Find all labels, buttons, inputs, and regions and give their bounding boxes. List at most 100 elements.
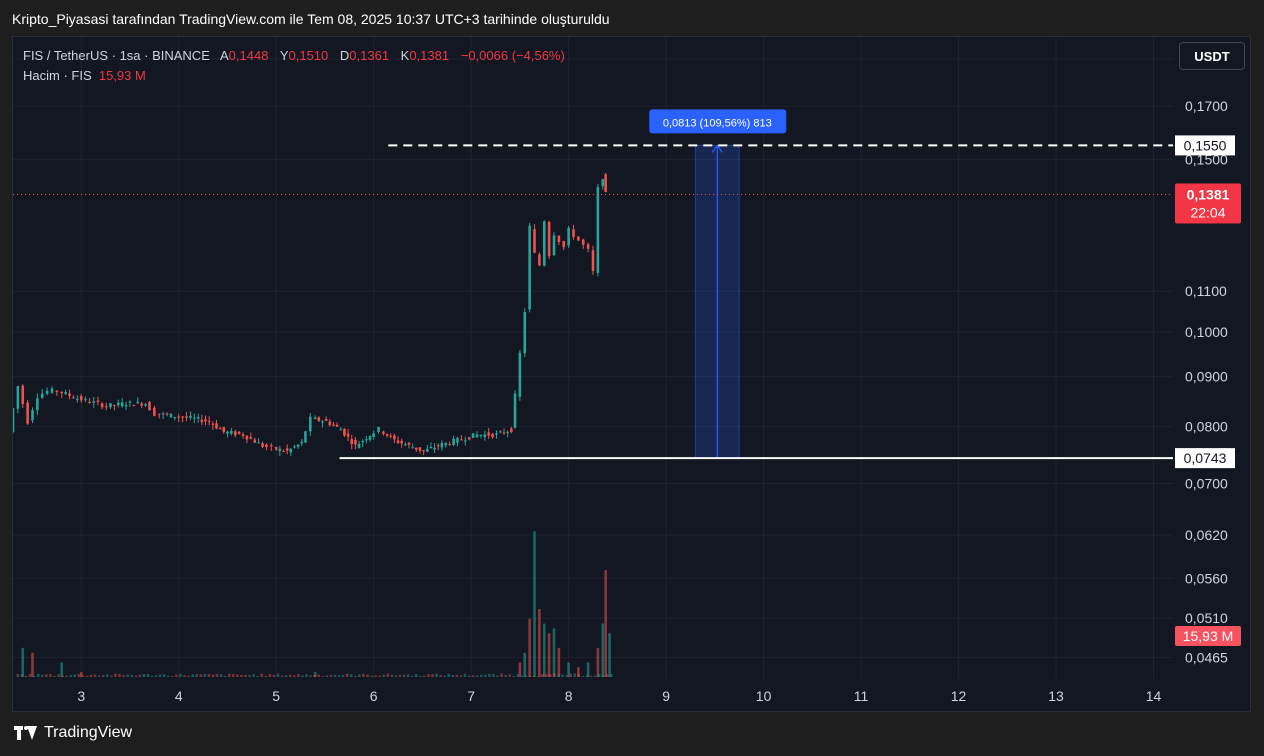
volume-bar — [601, 623, 605, 677]
volume-bar — [398, 674, 402, 677]
last-price-badge — [1175, 183, 1241, 224]
volume-bar — [520, 675, 524, 677]
volume-bar — [504, 674, 507, 677]
volume-bar — [93, 674, 97, 677]
volume-bar — [313, 675, 316, 677]
volume-bar — [528, 675, 532, 677]
legend-volume-value: 15,93 M — [98, 68, 146, 83]
candle-body — [385, 434, 389, 436]
volume-bar — [605, 674, 609, 677]
candle-body — [422, 450, 425, 452]
candle-body — [604, 174, 607, 192]
volume-bar — [309, 675, 312, 677]
candle-body — [274, 446, 278, 450]
candle-body — [335, 424, 339, 427]
candle-body — [372, 433, 375, 437]
candle-body — [16, 386, 20, 409]
candle-body — [185, 416, 188, 418]
time-tick-label: 3 — [77, 688, 85, 704]
candle-body — [245, 435, 249, 440]
currency-button[interactable]: USDT — [1179, 42, 1245, 70]
volume-bar — [561, 674, 564, 677]
chart-frame[interactable]: 0,0813 (109,56%) 8130,19000,17000,15000,… — [12, 36, 1251, 712]
candle-body — [460, 439, 463, 441]
volume-bar — [608, 633, 611, 677]
volume-bar — [203, 673, 207, 677]
candle-body — [567, 227, 570, 246]
volume-bar — [134, 675, 138, 677]
time-tick-label: 6 — [370, 688, 378, 704]
volume-bar — [414, 673, 418, 677]
candle-body — [249, 437, 253, 439]
volume-bar — [542, 623, 546, 677]
volume-bar — [110, 675, 113, 677]
volume-bar — [341, 674, 345, 677]
candle-body — [140, 403, 143, 406]
candle-body — [339, 429, 343, 431]
volume-bar — [61, 675, 64, 677]
candle-body — [382, 431, 385, 434]
candle-body — [237, 431, 241, 434]
candle-body — [165, 413, 169, 415]
candle-body — [265, 444, 268, 448]
volume-bar — [508, 674, 512, 677]
candle-body — [483, 434, 487, 438]
candle-body — [518, 352, 522, 397]
candle-body — [157, 413, 161, 415]
volume-bar — [31, 652, 34, 677]
volume-bar — [199, 674, 203, 677]
price-tick-label: 0,0900 — [1185, 369, 1228, 385]
candle-body — [404, 444, 407, 446]
volume-bar — [162, 674, 166, 677]
volume-bar — [402, 674, 406, 677]
last-price-badge-label: 0,1381 — [1187, 186, 1230, 202]
volume-bar — [349, 674, 353, 677]
candle-body — [72, 397, 75, 399]
legend-open-value: 0,1448 — [228, 48, 269, 63]
legend-volume-label[interactable]: Hacim · FIS — [23, 68, 92, 83]
volume-bar — [150, 675, 154, 677]
volume-bar — [126, 674, 129, 677]
volume-bar — [69, 674, 72, 677]
candle-body — [596, 187, 600, 273]
candle-body — [181, 416, 184, 418]
candle-body — [321, 421, 324, 423]
volume-bar — [463, 673, 467, 677]
volume-bar — [523, 652, 527, 677]
candle-body — [289, 448, 293, 453]
price-line-badge-label: 0,1550 — [1184, 137, 1227, 153]
candle-body — [31, 410, 34, 421]
candle-body — [479, 434, 483, 436]
tradingview-logo-icon — [14, 726, 38, 740]
candle-body — [309, 416, 312, 432]
candle-body — [464, 440, 467, 442]
candle-body — [200, 419, 204, 423]
candle-body — [144, 404, 147, 406]
time-tick-label: 14 — [1146, 688, 1162, 704]
candle-body — [253, 439, 257, 443]
candle-body — [418, 447, 422, 451]
time-tick-label: 13 — [1048, 688, 1064, 704]
volume-bar — [353, 675, 357, 677]
candle-body — [506, 431, 509, 433]
volume-bar — [264, 675, 268, 677]
volume-bar — [549, 674, 552, 677]
price-chart[interactable]: 0,0813 (109,56%) 8130,19000,17000,15000,… — [13, 37, 1250, 711]
volume-bar — [183, 675, 186, 677]
footer-brand[interactable]: TradingView — [14, 724, 132, 742]
candle-body — [343, 428, 346, 436]
candle-body — [128, 401, 132, 403]
measure-arrow-head — [711, 144, 723, 153]
legend-symbol[interactable]: FIS / TetherUS · 1sa · BINANCE — [23, 48, 210, 63]
candle-body — [169, 413, 173, 418]
candle-body — [577, 236, 580, 241]
candle-body — [270, 445, 273, 447]
volume-bar — [577, 673, 581, 677]
volume-bar — [122, 674, 125, 677]
volume-bar — [248, 674, 251, 677]
candle-body — [109, 403, 112, 408]
price-tick-label: 0,0700 — [1185, 475, 1228, 491]
price-line-badge-label: 0,0743 — [1184, 450, 1227, 466]
price-line-badge — [1175, 135, 1235, 156]
candle-body — [222, 427, 226, 432]
